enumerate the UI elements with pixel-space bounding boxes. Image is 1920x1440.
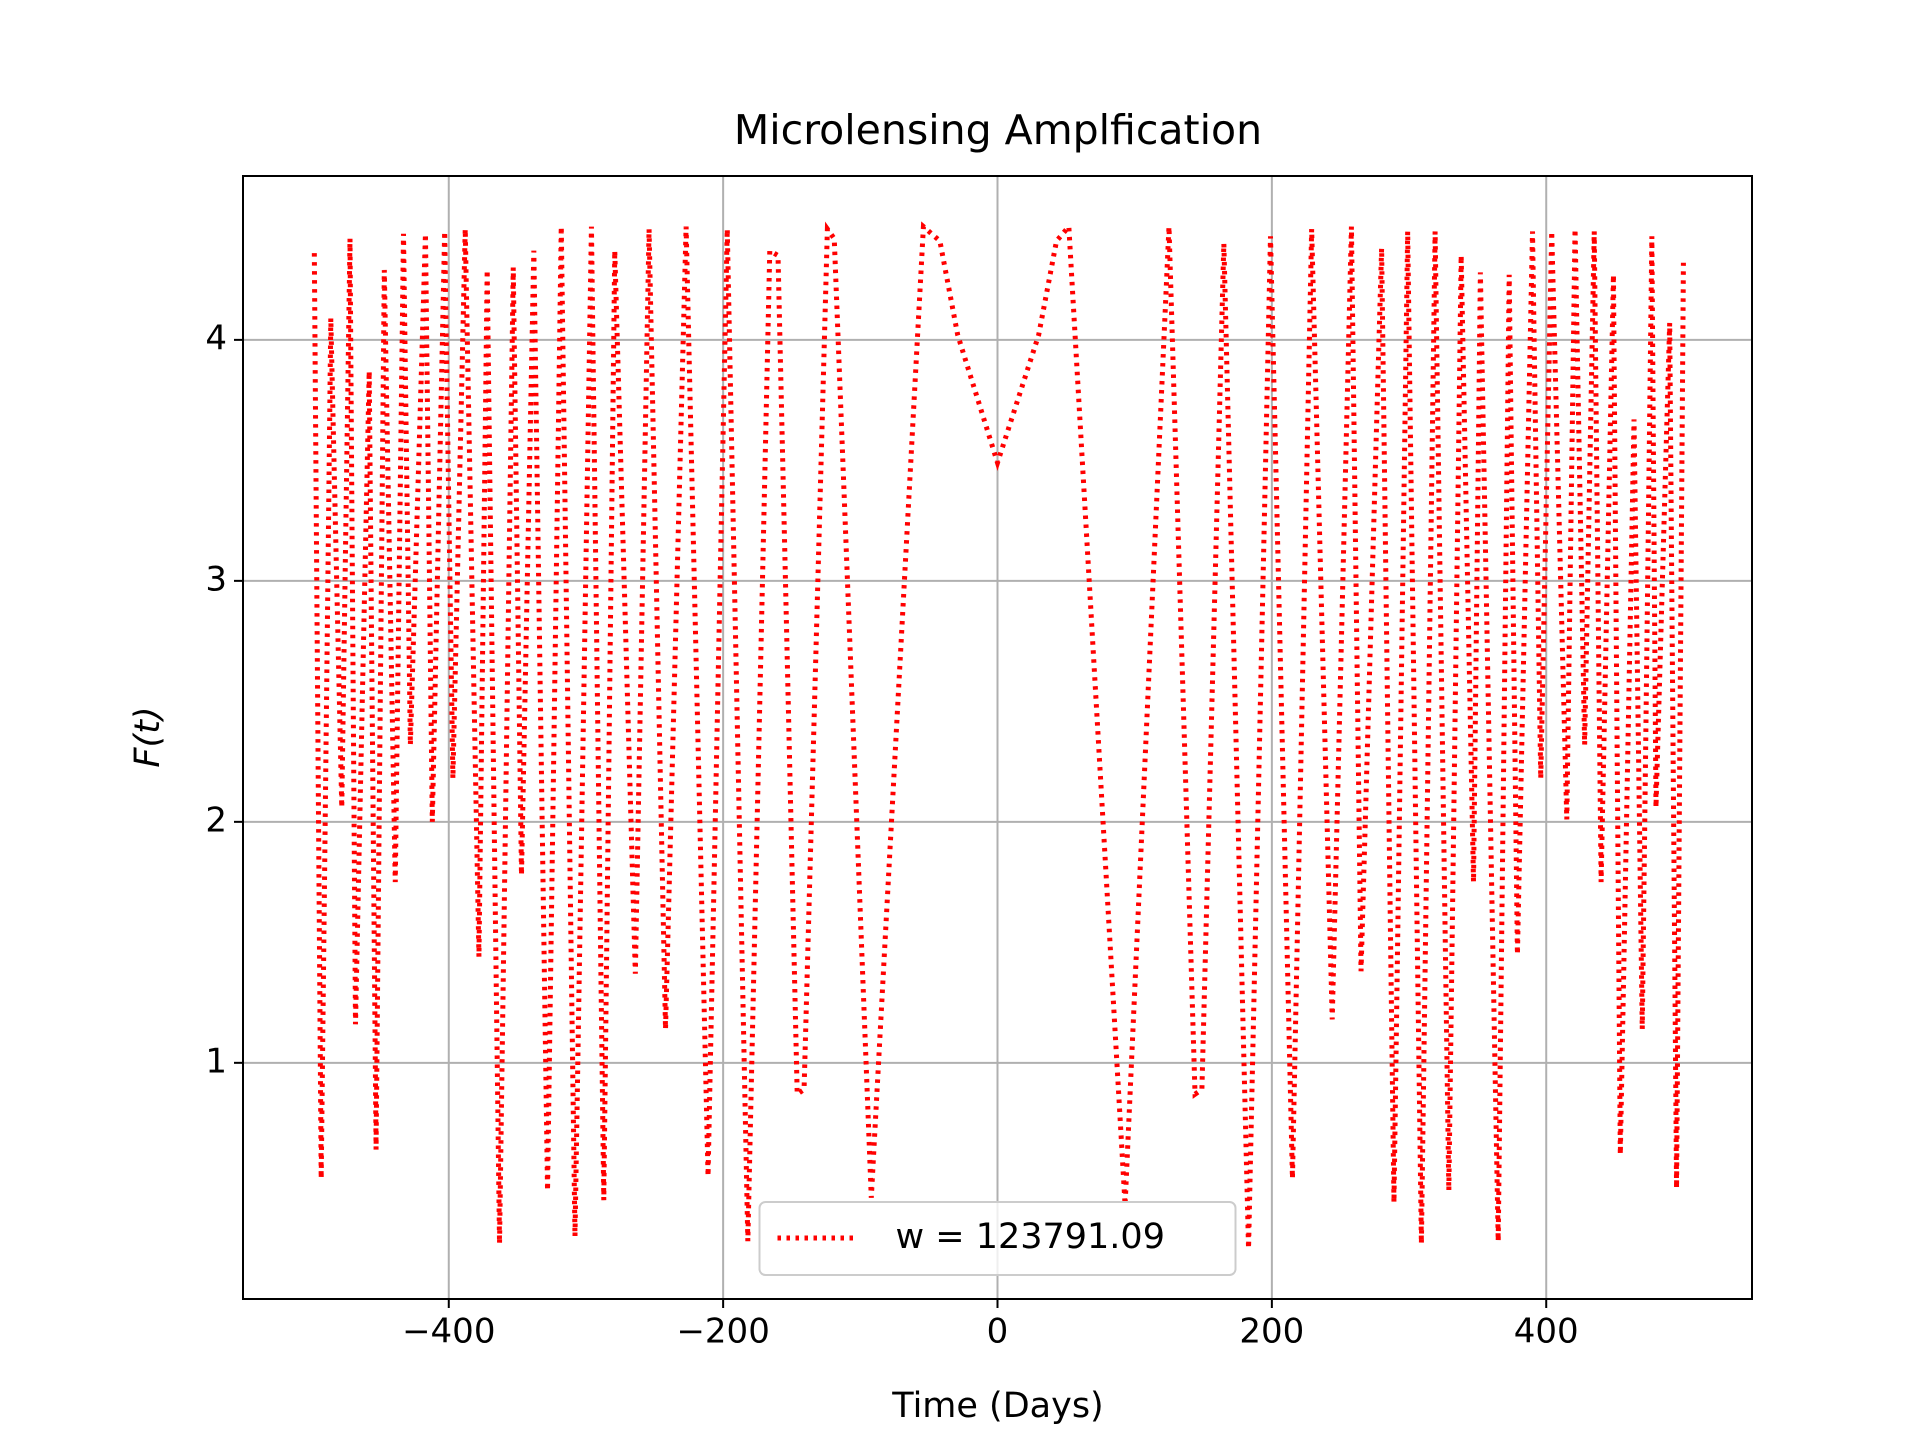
- x-axis-label: Time (Days): [891, 1386, 1103, 1426]
- y-tick-label: 2: [205, 800, 227, 840]
- x-tick-label: −200: [676, 1312, 769, 1352]
- x-tick-label: 200: [1239, 1312, 1304, 1352]
- plot-frame: [242, 175, 1753, 1300]
- y-tick-label: 3: [205, 559, 227, 599]
- y-axis-label: F(t): [128, 706, 168, 767]
- x-tick-label: 0: [987, 1312, 1009, 1352]
- legend-box: [758, 1201, 1237, 1276]
- x-tick-label: −400: [402, 1312, 495, 1352]
- y-tick-label: 4: [205, 318, 227, 358]
- data-line: [311, 220, 1686, 1249]
- x-tick-label: 400: [1514, 1312, 1579, 1352]
- legend-label: w = 123791.09: [896, 1217, 1165, 1257]
- legend: w = 123791.09: [758, 1201, 1237, 1276]
- y-tick-label: 1: [205, 1041, 227, 1081]
- chart-title: Microlensing Amplfication: [734, 106, 1262, 154]
